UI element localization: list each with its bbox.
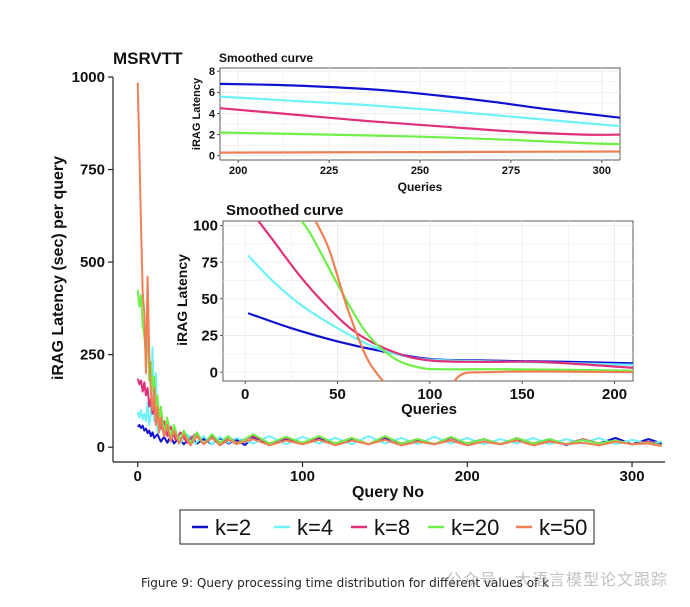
legend-label: k=4: [297, 515, 333, 540]
legend-entry-k=20: k=20: [428, 515, 499, 540]
inset-top-series-k=8: [220, 107, 620, 136]
inset-mid-y-axis-label: iRAG Latency: [174, 254, 190, 346]
main-x-axis-label: Query No: [352, 484, 424, 501]
inset-top-title: Smoothed curve: [219, 51, 313, 65]
main-series-k=50: [136, 82, 662, 448]
main-y-tick-label: 750: [80, 162, 105, 179]
inset-top-x-tick-label: 300: [593, 165, 611, 177]
inset-mid-series-k=50-tail: [453, 370, 633, 381]
inset-mid-x-tick-label: 0: [241, 386, 249, 403]
legend-entry-k=4: k=4: [274, 515, 333, 540]
inset-top-series-k=4: [220, 95, 620, 128]
legend-entry-k=50: k=50: [516, 515, 587, 540]
inset-top-y-axis-label: iRAG Latency: [191, 77, 203, 150]
legend-label: k=8: [374, 515, 410, 540]
inset-mid-x-tick-label: 100: [417, 386, 442, 403]
legend-label: k=50: [539, 515, 587, 540]
inset-mid-x-tick-label: 200: [602, 386, 627, 403]
main-y-tick-label: 0: [97, 439, 105, 456]
inset-top-y-tick-label: 2: [209, 129, 215, 141]
inset-mid-series-k=50: [314, 221, 385, 381]
inset-top-x-tick-label: 275: [502, 165, 520, 177]
legend-label: k=2: [215, 515, 251, 540]
main-x-tick-label: 100: [290, 468, 315, 485]
inset-top-series-k=50: [220, 150, 620, 154]
inset-mid-series-k=20: [300, 221, 633, 372]
main-chart-title: MSRVTT: [113, 49, 183, 68]
inset-top-y-tick-label: 4: [209, 108, 216, 120]
inset-mid-y-tick-label: 25: [201, 328, 218, 345]
inset-top-x-tick-label: 250: [411, 165, 429, 177]
inset-mid-x-axis-label: Queries: [401, 401, 457, 418]
inset-top-y-tick-label: 8: [209, 66, 215, 78]
main-x-tick-label: 0: [134, 468, 142, 485]
inset-mid-title: Smoothed curve: [226, 202, 344, 219]
inset-top-series-k=2: [220, 82, 620, 119]
inset-top-series-k=20: [220, 131, 620, 146]
legend-label: k=20: [451, 515, 499, 540]
legend-entry-k=8: k=8: [351, 515, 410, 540]
inset-top-y-tick-label: 0: [209, 151, 215, 163]
inset-top-y-tick-label: 6: [209, 87, 215, 99]
legend-entry-k=2: k=2: [192, 515, 251, 540]
figure-caption: Figure 9: Query processing time distribu…: [140, 576, 550, 590]
inset-top-chart: Smoothed curve 0 2 4 6 8 200 225 250 275 300 Que…: [188, 50, 628, 195]
watermark: 公众号 · 大语言模型论文跟踪: [445, 570, 668, 589]
main-y-tick-label: 1000: [72, 69, 105, 86]
inset-mid-y-tick-label: 75: [201, 254, 218, 271]
inset-mid-x-tick-label: 50: [329, 386, 346, 403]
inset-mid-panel: [222, 220, 634, 382]
inset-mid-x-tick-label: 150: [510, 386, 535, 403]
inset-mid-y-tick-label: 100: [193, 218, 218, 235]
inset-top-x-axis-label: Queries: [398, 180, 443, 194]
inset-top-x-tick-label: 200: [229, 165, 247, 177]
inset-mid-y-tick-label: 0: [210, 364, 218, 381]
main-x-tick-label: 300: [620, 468, 645, 485]
inset-top-x-tick-label: 225: [320, 165, 338, 177]
legend: k=2 k=4 k=8 k=20 k=50: [179, 509, 595, 545]
main-y-tick-label: 250: [80, 347, 105, 364]
inset-mid-chart: Smoothed curve 0 25 50 75 100 0 50 100 150 200 Q…: [168, 197, 638, 419]
inset-mid-y-tick-label: 50: [201, 291, 218, 308]
main-series-k=20: [136, 289, 662, 447]
main-x-tick-label: 200: [455, 468, 480, 485]
main-y-axis-label: iRAG Latency (sec) per query: [50, 156, 67, 380]
main-y-tick-label: 500: [80, 254, 105, 271]
